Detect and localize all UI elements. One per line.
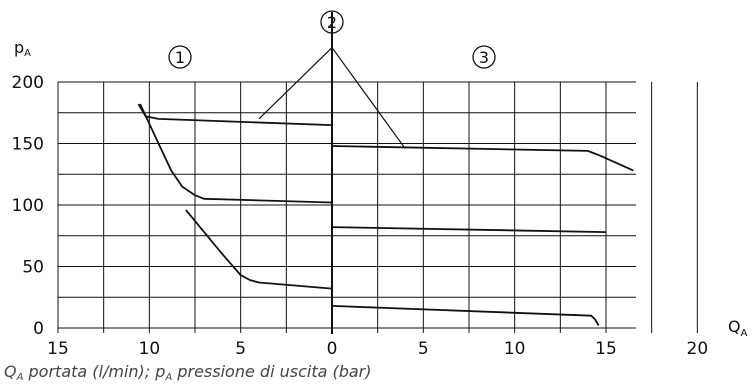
marker-3-circle <box>472 45 496 69</box>
y-tick-label: 0 <box>33 319 44 339</box>
marker-2-label: 2 <box>327 13 337 32</box>
marker-1-label: 1 <box>175 48 185 67</box>
callout-line <box>331 47 406 149</box>
marker-3: 3 <box>472 45 496 69</box>
marker-1-circle <box>168 45 192 69</box>
series-line-4 <box>331 145 634 172</box>
y-tick-label: 100 <box>12 196 44 216</box>
x-tick-label-left: 5 <box>235 339 246 359</box>
chart-series <box>137 47 634 326</box>
series-line-3 <box>185 209 333 290</box>
y-tick-label: 50 <box>22 258 44 278</box>
series-line-6 <box>331 305 600 326</box>
callout-line <box>258 47 333 120</box>
x-tick-label-right: 15 <box>595 339 617 359</box>
series-line-2 <box>139 103 333 204</box>
x-tick-label-right: 10 <box>504 339 526 359</box>
marker-2: 2 <box>320 10 344 34</box>
y-tick-label: 150 <box>12 135 44 155</box>
marker-3-label: 3 <box>479 48 489 67</box>
x-tick-label-left: 15 <box>47 339 69 359</box>
x-tick-label-right: 20 <box>687 339 709 359</box>
series-line-1 <box>137 103 333 126</box>
marker-1: 1 <box>168 45 192 69</box>
x-tick-label-right: 5 <box>418 339 429 359</box>
y-axis-label: pA <box>14 38 31 59</box>
chart-grid <box>57 12 698 334</box>
y-tick-label: 200 <box>12 73 44 93</box>
series-line-5 <box>331 226 607 233</box>
marker-2-circle <box>320 10 344 34</box>
x-tick-label-left: 10 <box>139 339 161 359</box>
x-axis-label: QA <box>728 317 748 339</box>
x-tick-label-left: 0 <box>327 339 338 359</box>
chart-caption: QA portata (l/min); pA pressione di usci… <box>4 362 372 383</box>
